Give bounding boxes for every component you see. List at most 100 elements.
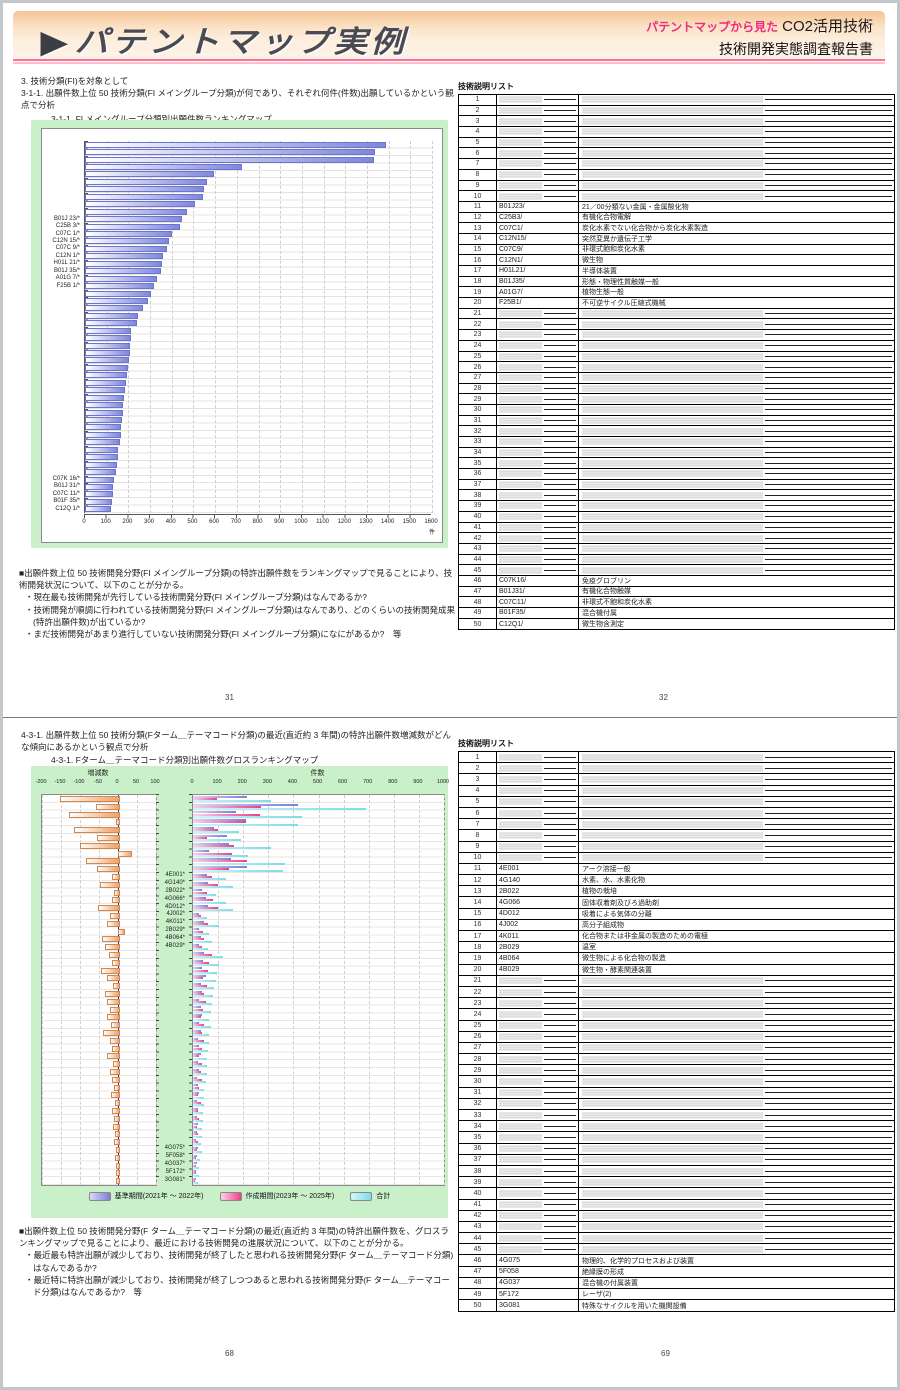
bar: [193, 1024, 205, 1027]
bar: [193, 839, 241, 842]
bar: [193, 951, 205, 954]
bar: [114, 1084, 120, 1091]
description-cell: [579, 774, 894, 784]
row-number-cell: 19: [459, 287, 497, 298]
description-cell: [579, 1233, 894, 1243]
bar: [85, 149, 376, 156]
gridline: [236, 141, 238, 513]
redacted-line: [764, 1237, 892, 1239]
table-row: 2: [459, 763, 894, 775]
bar: [193, 1031, 202, 1034]
redacted-block: [582, 1111, 763, 1119]
code-cell: [497, 511, 579, 522]
redacted-block: [499, 764, 543, 772]
redacted-block: [499, 1223, 543, 1231]
axis-tick-label: 1600: [424, 519, 438, 525]
table-row: 31: [459, 1087, 894, 1099]
redacted-line: [764, 184, 892, 186]
code-cell: 4G075: [497, 1255, 579, 1266]
note-line: ・最近特に特許出願が減少しており、技術開発が終了しつつあると思われる技術開発分野…: [25, 1274, 450, 1298]
description-cell: 21／00分類ない金属・金属酸化物: [582, 203, 689, 211]
table-row: 19 A01G7/植物生態一般: [459, 287, 894, 299]
redacted-line: [544, 1136, 576, 1138]
play-triangle-icon: ▶: [41, 26, 71, 59]
redacted-line: [764, 1215, 892, 1217]
bar: [193, 1026, 211, 1029]
bar: [193, 807, 367, 810]
subtitle-line2: 技術開発実態調査報告書: [719, 40, 873, 57]
axis-tick-label: 800: [388, 779, 398, 785]
bar: [193, 1099, 197, 1102]
table-row: 17 4K011 化合物または非金属の製造のための電極: [459, 931, 894, 943]
bar: [193, 1073, 207, 1076]
table-row: 45: [459, 1244, 894, 1256]
bar: [193, 907, 219, 910]
description-cell: 突然変異か遺伝子工学: [582, 235, 652, 243]
row-number-cell: 38: [459, 490, 497, 501]
code-cell: [497, 852, 579, 863]
description-cell: [579, 1065, 894, 1075]
redacted-block: [499, 342, 543, 350]
bar: [114, 1100, 120, 1107]
redacted-block: [499, 1033, 543, 1041]
redacted-line: [544, 1204, 576, 1206]
bar: [193, 805, 261, 808]
description-cell: [579, 1211, 894, 1221]
row-number-cell: 4: [459, 785, 497, 796]
row-number-cell: 19: [459, 953, 497, 964]
axis-tick-label: 200: [237, 779, 247, 785]
code-cell: [497, 807, 579, 819]
redacted-line: [544, 1002, 576, 1004]
description-cell: [579, 416, 894, 426]
redacted-line: [544, 334, 576, 336]
code-cell: 4D012: [497, 908, 579, 919]
redacted-block: [499, 523, 543, 531]
redacted-block: [582, 128, 763, 136]
description-cell: 非環式飽和炭化水素: [582, 246, 645, 254]
redacted-block: [582, 831, 763, 839]
bar: [193, 1115, 197, 1118]
code-cell: [497, 383, 579, 394]
code-cell: [497, 554, 579, 565]
bar: [193, 1109, 199, 1112]
redacted-line: [544, 1215, 576, 1217]
bar: [193, 852, 232, 855]
code-cell: C07C11/: [497, 597, 579, 607]
code-cell: C07C9/: [497, 244, 579, 255]
description-cell: [579, 1043, 894, 1053]
gridline: [293, 795, 295, 1185]
redacted-block: [582, 331, 763, 339]
redacted-line: [764, 1058, 892, 1060]
redacted-line: [544, 790, 576, 792]
category-label: B01J 23/*: [53, 215, 80, 222]
row-number-cell: 38: [459, 1165, 497, 1177]
gridline: [301, 141, 303, 513]
notes1-list: ・現在最も技術開発が先行している技術開発分野(FI メイングループ分類)はなんで…: [19, 591, 457, 640]
table-row: 45: [459, 565, 894, 576]
table-row: 36: [459, 1143, 894, 1155]
bar: [193, 1094, 199, 1097]
description-cell: [579, 512, 894, 522]
code-cell: [497, 1098, 579, 1109]
axis-tick-label: -200: [35, 779, 47, 785]
bar: [110, 912, 120, 919]
bar: [193, 800, 271, 803]
description-cell: 植物の栽培: [582, 888, 617, 896]
bar: [86, 858, 120, 865]
code-cell: [497, 1121, 579, 1132]
description-cell: 不可逆サイクル圧縮式機械: [582, 299, 666, 307]
table-row: 16 C12N1/微生物: [459, 255, 894, 266]
category-label: 4G066*: [164, 895, 185, 902]
row-number-cell: 5: [459, 137, 497, 148]
axis-tick-label: 0: [190, 779, 194, 785]
redacted-line: [764, 505, 892, 507]
bar: [98, 905, 120, 912]
bar: [111, 1092, 120, 1099]
table-row: 6: [459, 807, 894, 820]
redacted-line: [764, 323, 892, 325]
redacted-line: [764, 152, 892, 154]
row-number-cell: 48: [459, 1277, 497, 1288]
row-number-cell: 23: [459, 998, 497, 1009]
table-row: 19 4B064 微生物による化合物の製造: [459, 953, 894, 965]
redacted-line: [544, 801, 576, 803]
